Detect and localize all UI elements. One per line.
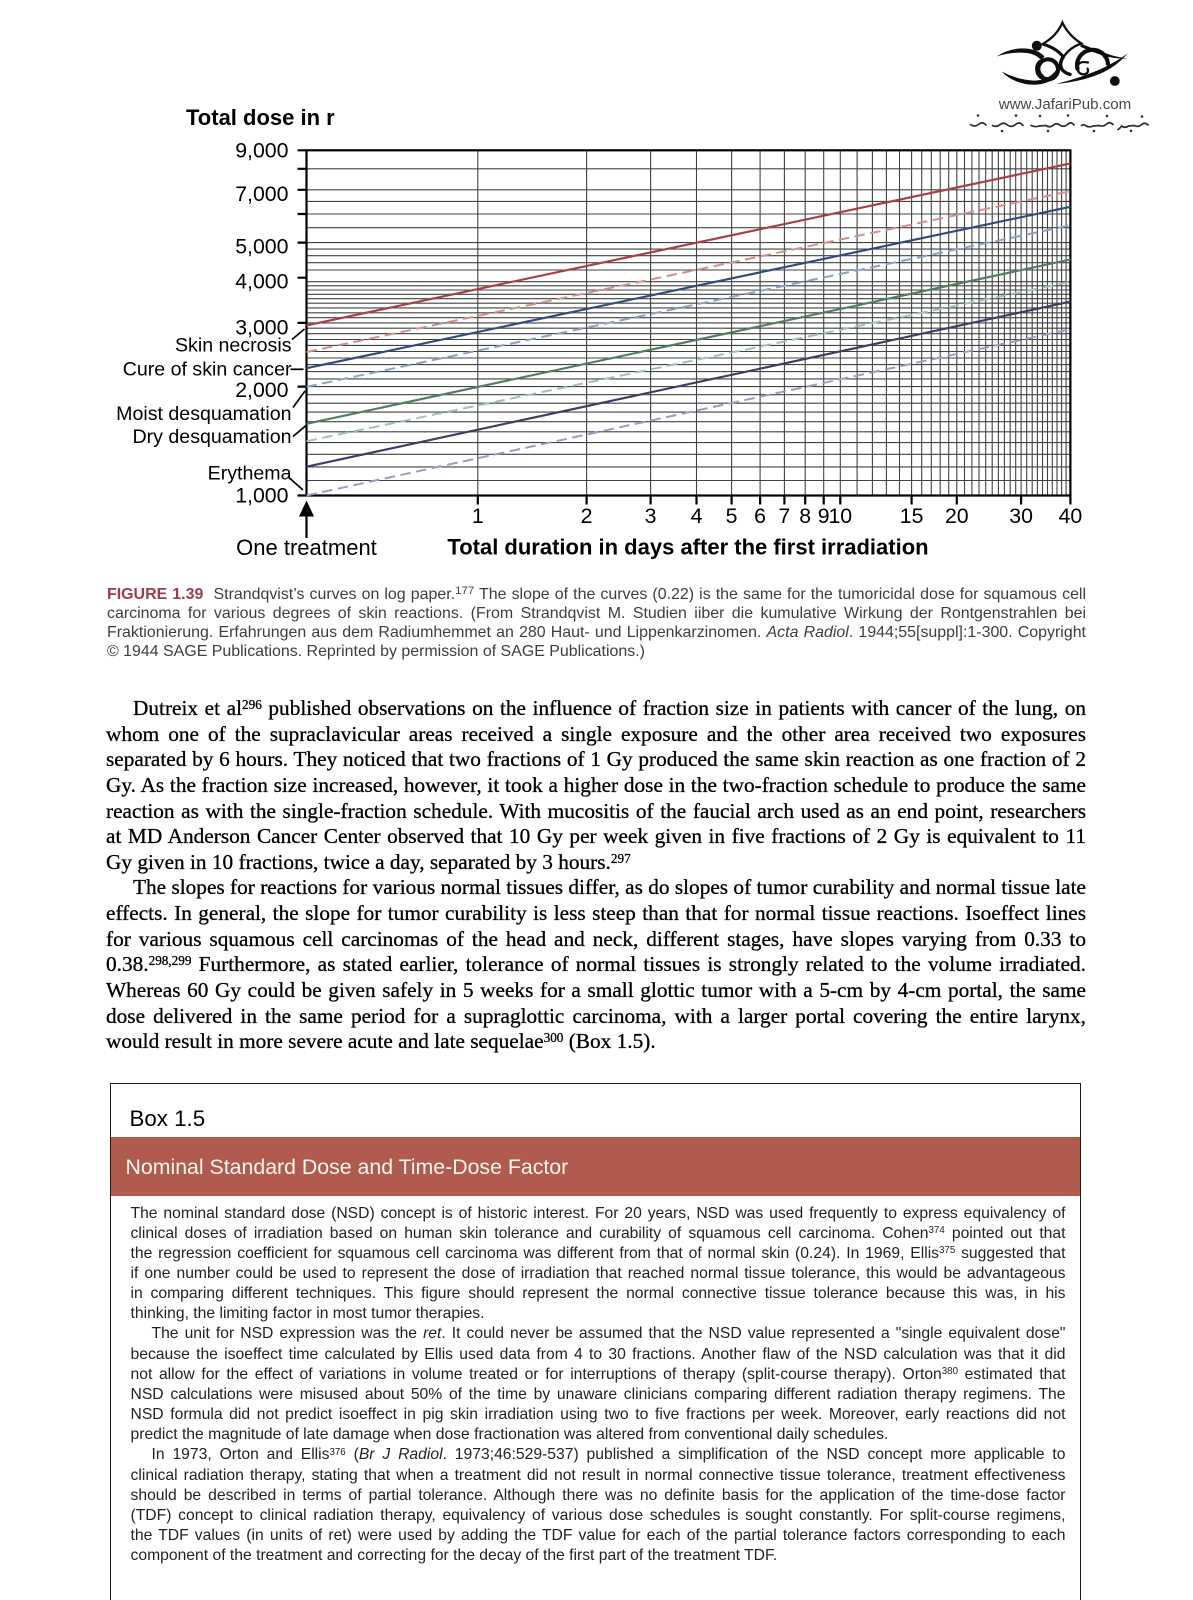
svg-text:30: 30 bbox=[1009, 504, 1033, 528]
svg-text:2: 2 bbox=[581, 504, 593, 528]
svg-text:4,000: 4,000 bbox=[235, 270, 288, 294]
svg-text:1: 1 bbox=[472, 504, 484, 528]
svg-text:Total duration in days after t: Total duration in days after the first i… bbox=[447, 535, 928, 560]
svg-text:Erythema: Erythema bbox=[208, 462, 292, 484]
svg-text:8: 8 bbox=[799, 504, 811, 528]
svg-text:6: 6 bbox=[754, 504, 766, 528]
svg-text:1,000: 1,000 bbox=[235, 484, 288, 508]
svg-text:Dry desquamation: Dry desquamation bbox=[132, 426, 291, 448]
svg-text:15: 15 bbox=[900, 504, 924, 528]
svg-text:7: 7 bbox=[778, 504, 790, 528]
svg-text:9: 9 bbox=[818, 504, 830, 528]
svg-text:Cure of skin cancer: Cure of skin cancer bbox=[123, 359, 292, 381]
svg-text:5,000: 5,000 bbox=[235, 235, 288, 259]
svg-text:Skin necrosis: Skin necrosis bbox=[175, 334, 292, 356]
svg-text:7,000: 7,000 bbox=[235, 182, 288, 206]
svg-text:10: 10 bbox=[828, 504, 852, 528]
svg-text:Moist desquamation: Moist desquamation bbox=[116, 403, 291, 425]
svg-text:2,000: 2,000 bbox=[235, 378, 288, 402]
svg-text:20: 20 bbox=[945, 504, 969, 528]
svg-text:3: 3 bbox=[645, 504, 657, 528]
svg-text:Total dose in r: Total dose in r bbox=[186, 105, 335, 130]
svg-text:www.JafariPub.com: www.JafariPub.com bbox=[998, 96, 1132, 113]
svg-text:9,000: 9,000 bbox=[235, 139, 288, 163]
svg-text:40: 40 bbox=[1059, 504, 1083, 528]
svg-text:3,000: 3,000 bbox=[235, 316, 288, 340]
svg-text:4: 4 bbox=[691, 504, 703, 528]
svg-text:5: 5 bbox=[726, 504, 738, 528]
svg-text:One treatment: One treatment bbox=[236, 535, 377, 560]
